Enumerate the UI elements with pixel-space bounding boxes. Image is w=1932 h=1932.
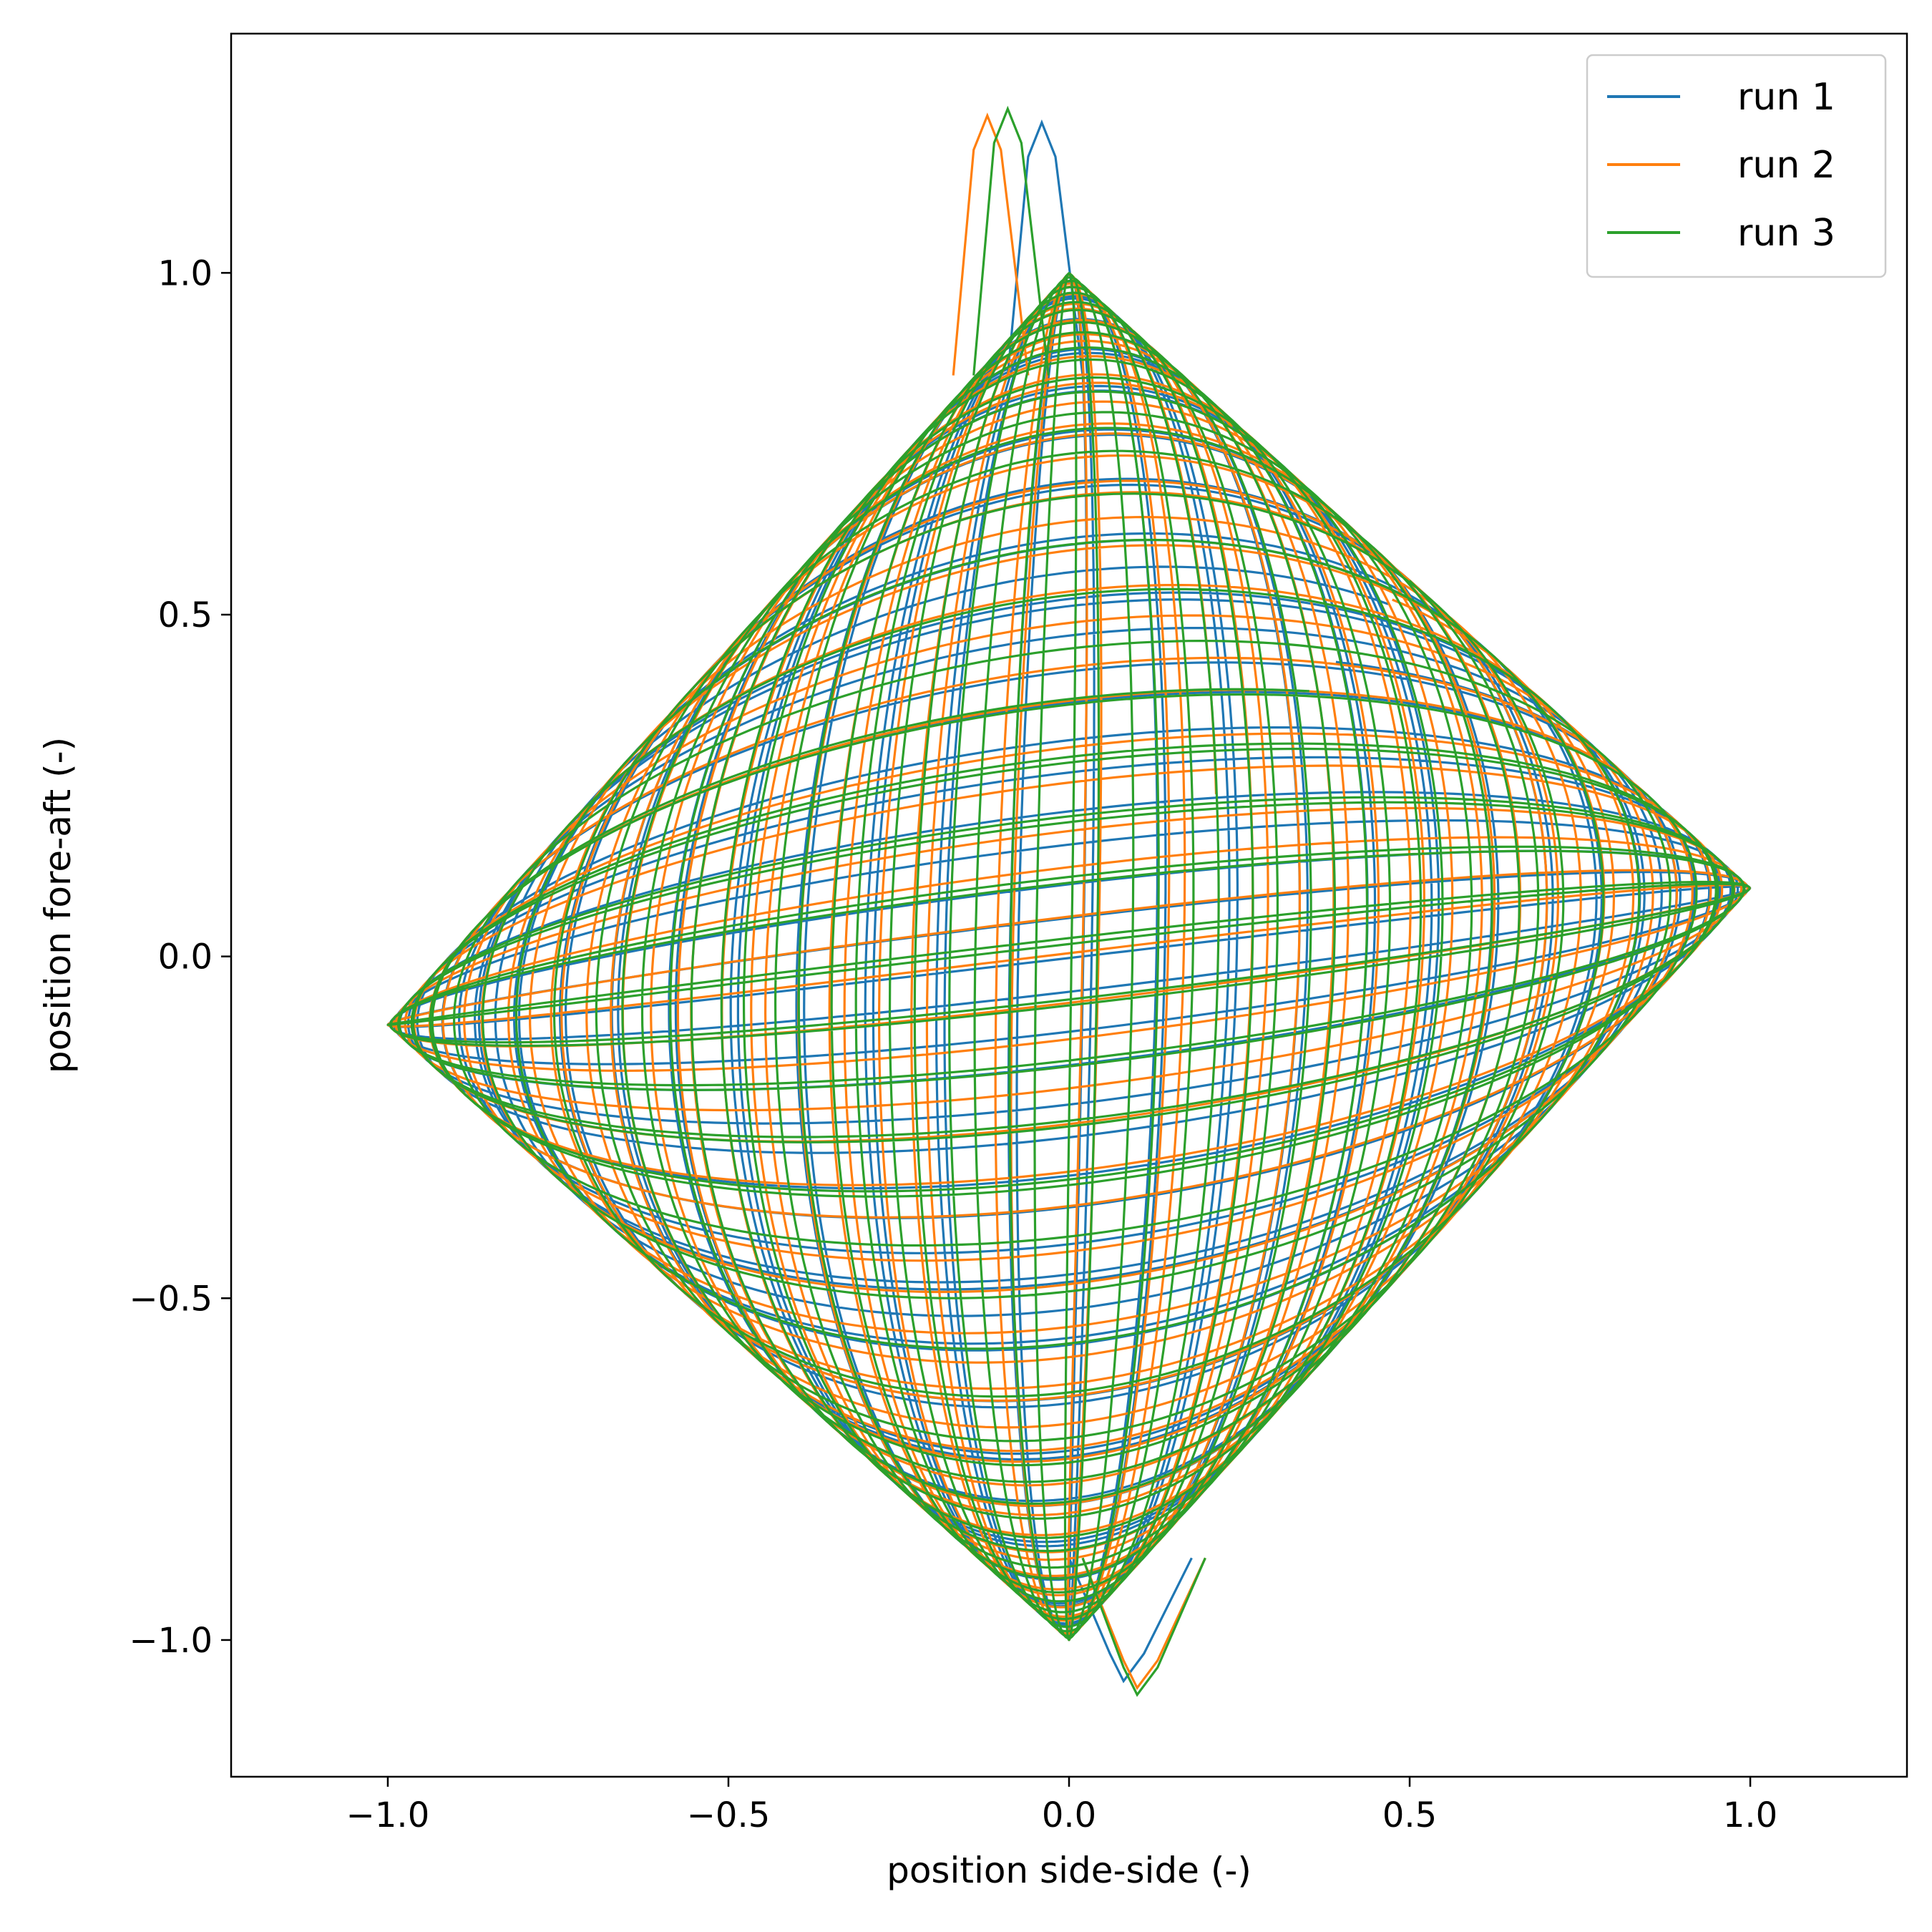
y-tick-label: 0.5 — [158, 595, 213, 635]
legend: run 1 run 2 run 3 — [1586, 54, 1887, 278]
series-line-run-3 — [386, 272, 1751, 1641]
y-tick-label: −1.0 — [129, 1621, 213, 1661]
legend-label-run-2: run 2 — [1737, 144, 1835, 187]
series-peak-top-run-3 — [972, 105, 1050, 376]
legend-box — [1586, 54, 1887, 278]
series-peak-bottom-run-3 — [1081, 1557, 1206, 1697]
x-axis: −1.0 −0.5 0.0 0.5 1.0 — [346, 1777, 1777, 1835]
x-tick-label: 0.0 — [1042, 1795, 1096, 1835]
x-tick-label: 1.0 — [1723, 1795, 1777, 1835]
series-peak-bottom-run-2 — [1081, 1557, 1206, 1690]
x-tick-label: −1.0 — [346, 1795, 430, 1835]
x-tick-label: −0.5 — [687, 1795, 771, 1835]
y-tick-label: −0.5 — [129, 1279, 213, 1319]
y-axis-label: position fore-aft (-) — [37, 737, 79, 1073]
series-peak-top-run-2 — [952, 112, 1030, 376]
y-tick-label: 1.0 — [158, 253, 213, 293]
x-tick-label: 0.5 — [1382, 1795, 1437, 1835]
legend-label-run-3: run 3 — [1737, 212, 1835, 255]
series-peak-top-run-1 — [1006, 119, 1084, 376]
series-layer — [386, 105, 1752, 1697]
legend-label-run-1: run 1 — [1737, 76, 1835, 119]
y-tick-label: 0.0 — [158, 937, 213, 977]
series-peak-bottom-run-1 — [1068, 1557, 1193, 1684]
series-line-run-1 — [386, 272, 1752, 1641]
x-axis-label: position side-side (-) — [887, 1850, 1252, 1891]
y-axis: −1.0 −0.5 0.0 0.5 1.0 — [129, 253, 231, 1661]
